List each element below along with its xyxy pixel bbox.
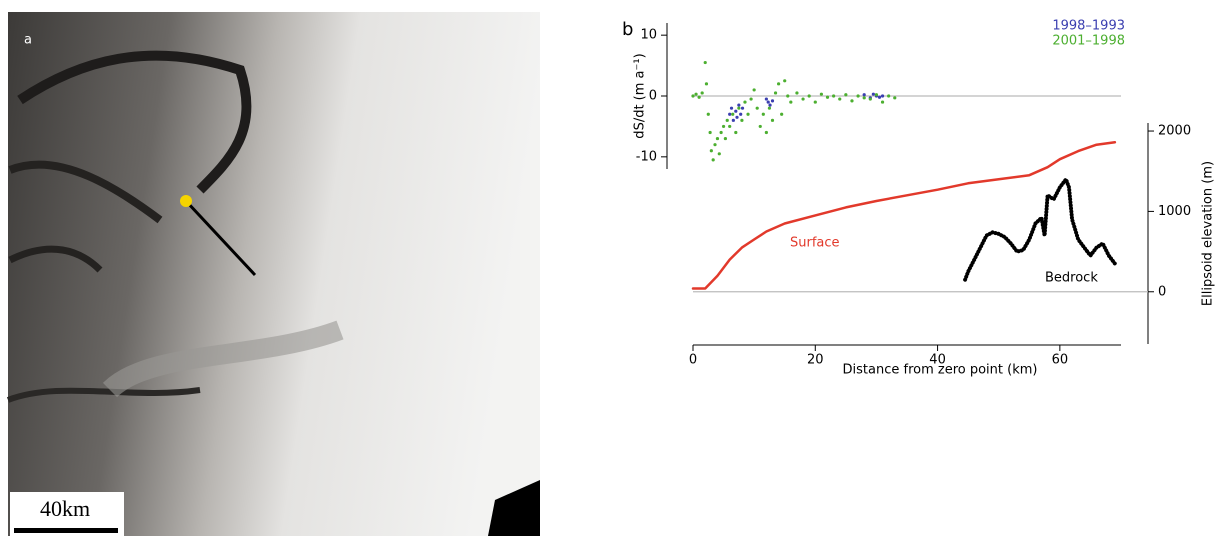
- point: [728, 124, 732, 129]
- point: [746, 112, 750, 116]
- x-axis-label: Distance from zero point (km): [843, 363, 1038, 378]
- y-tick-label: 2000: [1158, 124, 1191, 139]
- x-tick-label: 40: [929, 353, 946, 368]
- point: [734, 130, 738, 135]
- point: [880, 100, 885, 104]
- point: [729, 106, 734, 110]
- point: [743, 100, 747, 104]
- y-tick-label: -10: [636, 149, 657, 164]
- line: [963, 177, 1117, 282]
- point: [697, 95, 701, 99]
- y-axis-label: Ellipsoid elevation (m): [1201, 161, 1216, 306]
- point: [838, 97, 842, 101]
- point: [721, 124, 726, 129]
- y-tick-label: 10: [640, 28, 657, 43]
- point: [801, 97, 805, 101]
- point: [739, 112, 743, 116]
- point: [734, 109, 738, 113]
- point: [832, 94, 836, 98]
- x-tick-label: 0: [689, 353, 697, 368]
- point: [725, 118, 729, 122]
- point: [694, 92, 698, 96]
- series-label: Surface: [790, 236, 840, 251]
- series-label: Bedrock: [1045, 271, 1098, 286]
- point: [783, 79, 787, 83]
- point: [777, 82, 781, 86]
- point: [767, 106, 772, 110]
- panel-label: a: [24, 33, 32, 48]
- point: [731, 118, 735, 122]
- legend-entry: 2001–1998: [1052, 34, 1125, 49]
- y-axis-label: dS/dt (m a⁻¹): [633, 53, 648, 138]
- point: [735, 115, 739, 119]
- point: [893, 96, 897, 100]
- point: [868, 97, 872, 101]
- y-tick-label: 1000: [1158, 204, 1191, 219]
- point: [719, 130, 723, 135]
- x-tick-label: 20: [807, 353, 824, 368]
- point: [773, 91, 778, 95]
- point: [844, 93, 848, 97]
- point: [871, 92, 875, 96]
- y-tick-label: 0: [1158, 284, 1166, 299]
- point: [770, 99, 775, 103]
- satellite-image: a 40km: [6, 12, 540, 536]
- point: [887, 94, 891, 98]
- point: [795, 91, 799, 95]
- point: [807, 94, 811, 98]
- point: [711, 158, 715, 162]
- point: [877, 95, 882, 99]
- point: [786, 94, 790, 98]
- scale-label: 40km: [40, 496, 90, 521]
- point: [758, 124, 762, 129]
- point: [761, 112, 765, 116]
- point: [856, 94, 860, 98]
- point: [825, 95, 830, 99]
- point: [768, 103, 772, 107]
- point: [709, 149, 713, 153]
- point: [715, 136, 720, 141]
- point: [740, 106, 745, 110]
- point: [770, 118, 775, 122]
- point: [740, 118, 744, 122]
- point: [755, 106, 759, 110]
- point: [780, 112, 784, 116]
- point: [704, 82, 709, 86]
- point: [874, 93, 879, 97]
- point: [737, 103, 741, 107]
- point: [728, 112, 732, 116]
- point: [713, 143, 717, 147]
- point: [862, 96, 866, 100]
- legend-entry: 1998–1993: [1052, 19, 1125, 34]
- point: [764, 130, 768, 135]
- point: [706, 112, 710, 116]
- point: [749, 97, 753, 101]
- point: [703, 60, 707, 65]
- point: [813, 100, 817, 104]
- point: [700, 91, 704, 95]
- point: [737, 106, 741, 110]
- panel-label: b: [622, 19, 633, 40]
- point: [731, 112, 735, 116]
- point: [862, 93, 866, 97]
- point: [708, 130, 712, 135]
- point: [752, 88, 756, 92]
- y-tick-label: 0: [649, 89, 657, 104]
- point: [691, 94, 695, 98]
- line: [691, 141, 1117, 290]
- point: [723, 136, 728, 141]
- point: [789, 100, 793, 104]
- x-tick-label: 60: [1052, 353, 1069, 368]
- point: [819, 92, 824, 96]
- point: [850, 99, 854, 103]
- point: [764, 97, 768, 101]
- point: [717, 152, 721, 156]
- point: [880, 94, 885, 98]
- point: [766, 100, 770, 104]
